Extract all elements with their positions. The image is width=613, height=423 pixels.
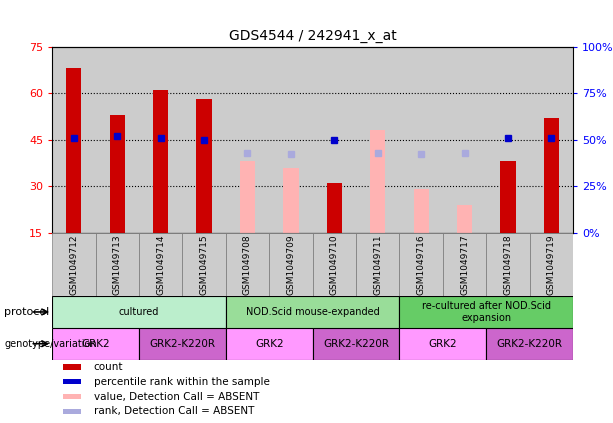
Bar xyxy=(500,161,516,233)
Text: GSM1049713: GSM1049713 xyxy=(113,234,122,295)
Text: value, Detection Call = ABSENT: value, Detection Call = ABSENT xyxy=(94,392,259,401)
Bar xyxy=(226,233,269,296)
Text: GSM1049712: GSM1049712 xyxy=(69,234,78,295)
Bar xyxy=(356,47,400,233)
Text: GSM1049716: GSM1049716 xyxy=(417,234,425,295)
Bar xyxy=(486,328,573,360)
Bar xyxy=(530,47,573,233)
Bar xyxy=(52,328,139,360)
Bar xyxy=(443,47,486,233)
Text: GSM1049714: GSM1049714 xyxy=(156,234,165,295)
Bar xyxy=(400,47,443,233)
Text: GSM1049708: GSM1049708 xyxy=(243,234,252,295)
Text: genotype/variation: genotype/variation xyxy=(4,339,97,349)
Bar xyxy=(269,233,313,296)
Text: GRK2: GRK2 xyxy=(428,339,457,349)
Text: re-cultured after NOD.Scid
expansion: re-cultured after NOD.Scid expansion xyxy=(422,301,551,323)
Title: GDS4544 / 242941_x_at: GDS4544 / 242941_x_at xyxy=(229,29,397,43)
Bar xyxy=(153,90,168,233)
Bar xyxy=(443,233,486,296)
Text: cultured: cultured xyxy=(119,307,159,317)
Text: GRK2-K220R: GRK2-K220R xyxy=(323,339,389,349)
Text: NOD.Scid mouse-expanded: NOD.Scid mouse-expanded xyxy=(246,307,379,317)
Text: GSM1049715: GSM1049715 xyxy=(200,234,208,295)
Bar xyxy=(313,328,400,360)
Bar xyxy=(226,328,313,360)
Text: count: count xyxy=(94,362,123,372)
Bar xyxy=(183,47,226,233)
Bar xyxy=(63,379,81,385)
Bar xyxy=(226,47,269,233)
Bar xyxy=(486,233,530,296)
Text: GSM1049719: GSM1049719 xyxy=(547,234,556,295)
Text: GRK2-K220R: GRK2-K220R xyxy=(497,339,563,349)
Bar xyxy=(96,47,139,233)
Text: GSM1049718: GSM1049718 xyxy=(503,234,512,295)
Bar xyxy=(240,161,255,233)
Bar xyxy=(269,47,313,233)
Bar xyxy=(197,99,211,233)
Bar xyxy=(63,364,81,370)
Bar xyxy=(400,328,486,360)
Bar xyxy=(183,233,226,296)
Bar xyxy=(370,130,386,233)
Bar xyxy=(400,233,443,296)
Bar xyxy=(530,233,573,296)
Text: GSM1049710: GSM1049710 xyxy=(330,234,339,295)
Bar xyxy=(52,296,226,328)
Bar xyxy=(52,47,96,233)
Text: GRK2: GRK2 xyxy=(255,339,284,349)
Text: rank, Detection Call = ABSENT: rank, Detection Call = ABSENT xyxy=(94,407,254,416)
Bar xyxy=(139,328,226,360)
Text: GSM1049717: GSM1049717 xyxy=(460,234,469,295)
Text: GSM1049709: GSM1049709 xyxy=(286,234,295,295)
Bar xyxy=(313,47,356,233)
Bar xyxy=(226,296,400,328)
Bar xyxy=(544,118,559,233)
Bar xyxy=(327,183,342,233)
Bar xyxy=(414,189,428,233)
Bar xyxy=(139,47,183,233)
Text: GRK2: GRK2 xyxy=(81,339,110,349)
Text: percentile rank within the sample: percentile rank within the sample xyxy=(94,377,270,387)
Bar xyxy=(356,233,400,296)
Bar xyxy=(63,394,81,399)
Text: GSM1049711: GSM1049711 xyxy=(373,234,383,295)
Bar xyxy=(110,115,125,233)
Text: protocol: protocol xyxy=(4,307,50,317)
Bar xyxy=(96,233,139,296)
Bar xyxy=(313,233,356,296)
Bar xyxy=(66,68,82,233)
Bar xyxy=(486,47,530,233)
Text: GRK2-K220R: GRK2-K220R xyxy=(150,339,215,349)
Bar xyxy=(63,409,81,414)
Bar xyxy=(400,296,573,328)
Bar xyxy=(283,168,299,233)
Bar xyxy=(139,233,183,296)
Bar xyxy=(52,233,96,296)
Bar xyxy=(457,205,472,233)
